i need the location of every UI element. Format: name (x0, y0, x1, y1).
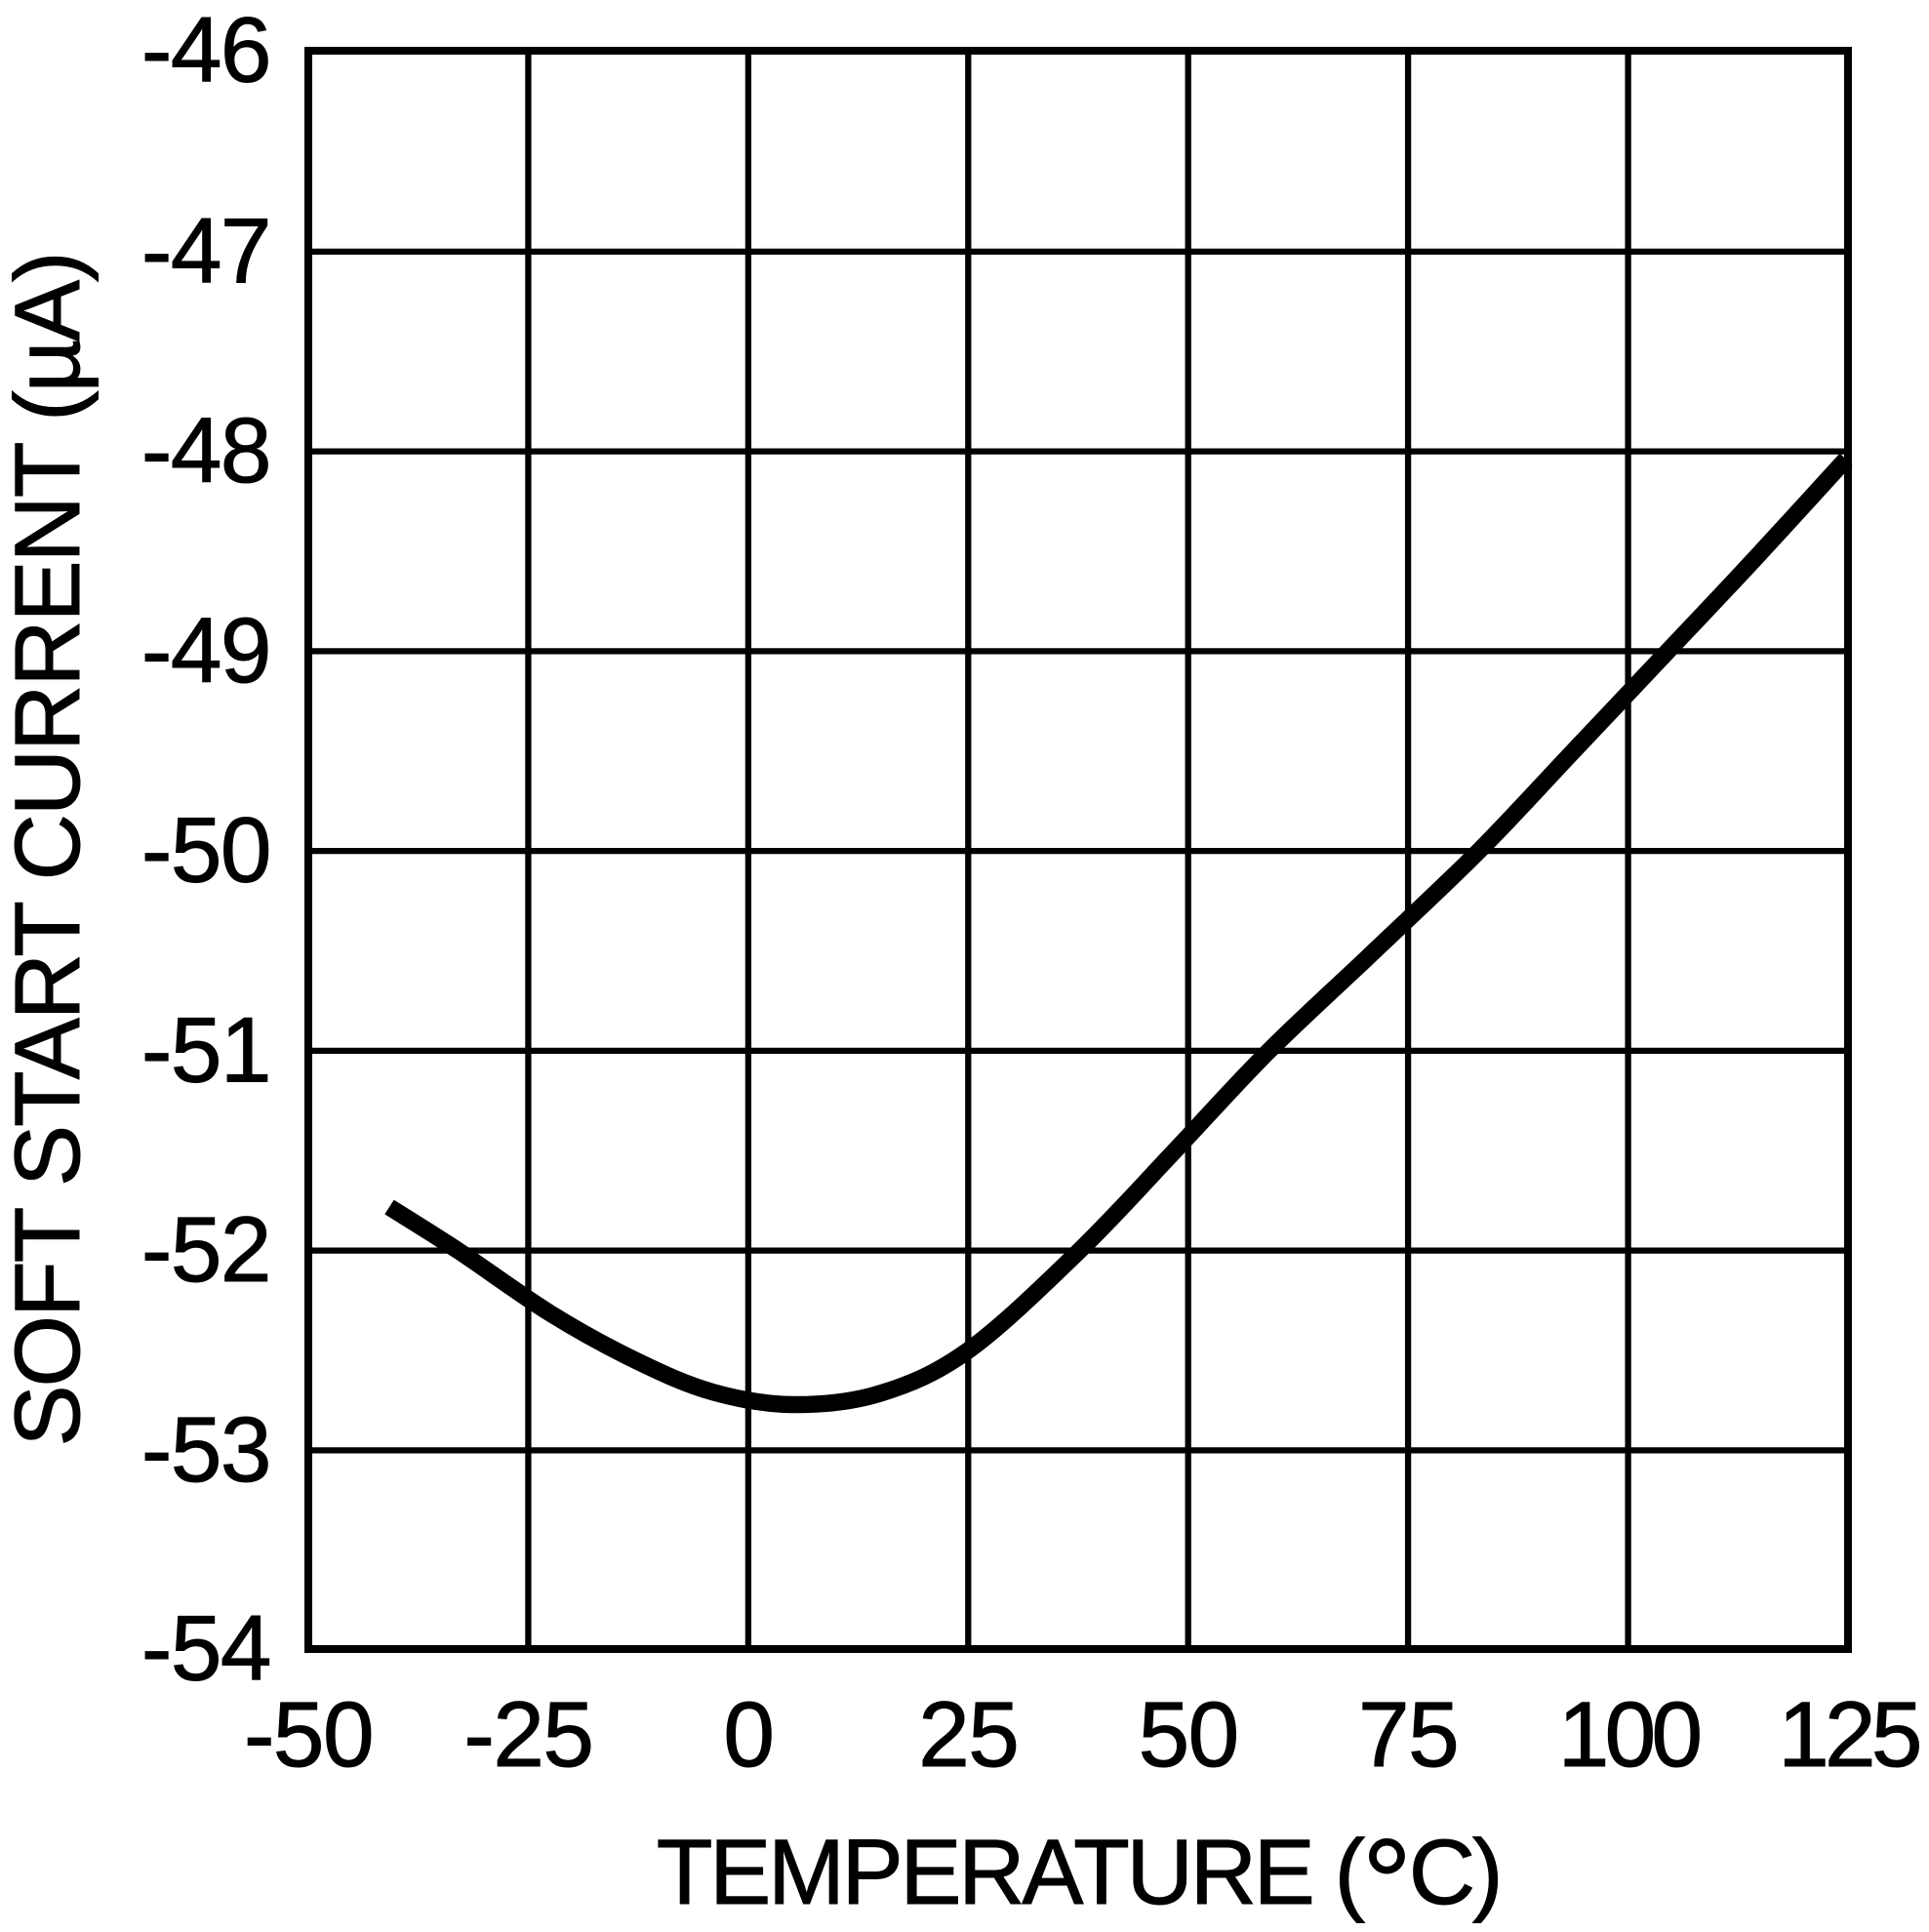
svg-text:-53: -53 (141, 1398, 270, 1502)
svg-text:TEMPERATURE (°C): TEMPERATURE (°C) (657, 1814, 1501, 1932)
svg-text:-52: -52 (141, 1198, 270, 1302)
svg-text:100: 100 (1558, 1683, 1700, 1787)
svg-text:-50: -50 (141, 799, 270, 903)
svg-text:125: 125 (1778, 1683, 1919, 1787)
svg-text:-46: -46 (141, 0, 270, 102)
svg-text:50: 50 (1139, 1683, 1238, 1787)
svg-text:0: 0 (723, 1683, 773, 1787)
svg-text:-47: -47 (141, 199, 270, 302)
svg-text:-48: -48 (141, 399, 270, 503)
svg-text:75: 75 (1358, 1683, 1458, 1787)
svg-text:SOFT START CURRENT (µA): SOFT START CURRENT (µA) (0, 253, 100, 1446)
svg-text:25: 25 (918, 1683, 1018, 1787)
svg-text:-25: -25 (463, 1683, 592, 1787)
svg-text:-49: -49 (141, 599, 270, 703)
svg-text:-54: -54 (141, 1597, 270, 1701)
svg-text:-50: -50 (244, 1683, 373, 1787)
svg-text:-51: -51 (141, 998, 270, 1102)
